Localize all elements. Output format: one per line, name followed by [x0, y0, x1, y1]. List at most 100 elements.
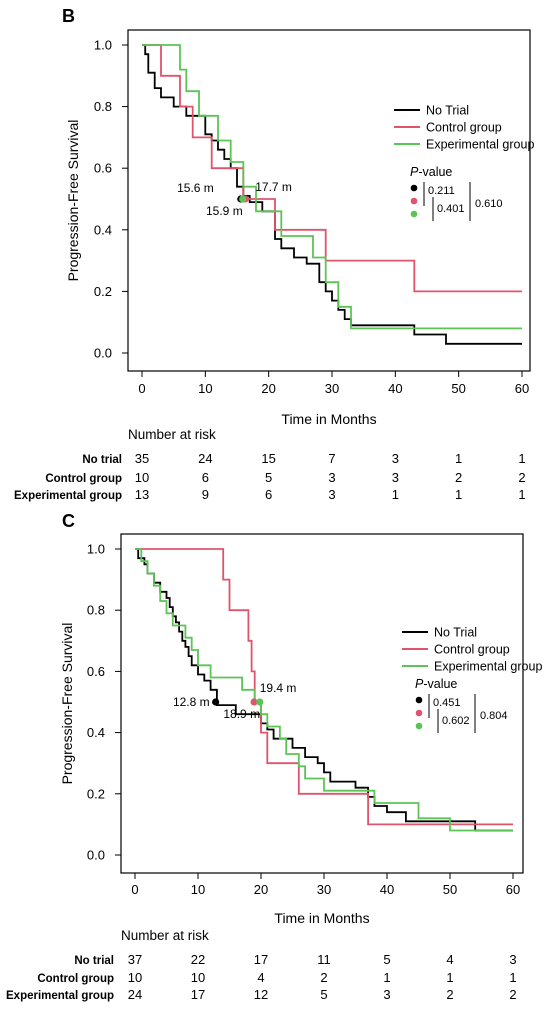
chart-c-x-tick-label: 40 [380, 882, 394, 897]
chart-b-pvalue-13: 0.610 [475, 198, 503, 210]
chart-c-pvalue-title-p: P [415, 677, 424, 691]
chart-b-median-label-2: 15.9 m [206, 204, 243, 218]
chart-c-risk-value: 11 [317, 952, 331, 967]
chart-b-median-label-1: 17.7 m [255, 180, 292, 194]
chart-c-x-tick-label: 0 [131, 882, 138, 897]
chart-b-y-tick-label: 0.6 [94, 161, 112, 176]
chart-c-median-label-2: 19.4 m [260, 681, 297, 695]
chart-b-risk-value: 5 [265, 470, 272, 485]
chart-c-pvalue-dot-0 [415, 696, 423, 704]
chart-c-x-tick-label: 10 [191, 882, 205, 897]
chart-b-risk-value: 9 [202, 487, 209, 502]
chart-b-pvalue-dot-0 [410, 184, 418, 192]
chart-b-series-line-1 [142, 44, 522, 293]
chart-b-legend-label-0: No Trial [426, 104, 469, 118]
chart-b-pvalue-dot-2 [410, 210, 418, 218]
chart-b-pvalue-23: 0.401 [437, 203, 465, 215]
chart-c-y-tick-label: 1.0 [87, 542, 105, 557]
chart-c-median-label-1: 18.9 m [223, 707, 260, 721]
chart-b-risk-value: 10 [135, 470, 149, 485]
chart-b-series-line-2 [142, 44, 522, 330]
chart-c-x-tick-label: 60 [506, 882, 520, 897]
chart-c-risk-value: 2 [320, 970, 327, 985]
chart-b-pvalue-title: P-value [410, 165, 452, 179]
chart-b-risk-value: 3 [328, 470, 335, 485]
chart-b-x-tick-label: 20 [261, 381, 275, 396]
chart-c-median-dot-1 [250, 698, 258, 706]
chart-c-risk-value: 17 [254, 952, 268, 967]
chart-c-risk-value: 3 [383, 987, 390, 1002]
chart-c-risk-value: 2 [509, 987, 516, 1002]
chart-c-x-tick-label: 50 [443, 882, 457, 897]
chart-c-risk-title: Number at risk [121, 928, 209, 943]
chart-b-risk-value: 1 [518, 451, 525, 466]
chart-b-risk-value: 7 [328, 451, 335, 466]
chart-c-pvalue-dot-1 [415, 709, 423, 717]
chart-b-pvalue-title-p: P [410, 165, 419, 179]
chart-b-risk-value: 35 [135, 451, 149, 466]
chart-c-risk-row-label-2: Experimental group [6, 990, 114, 1002]
chart-b-x-tick-label: 40 [388, 381, 402, 396]
chart-c-x-tick-label: 30 [317, 882, 331, 897]
chart-c-series-line-0 [135, 548, 513, 832]
chart-b-risk-value: 15 [261, 451, 275, 466]
chart-c-series-line-1 [135, 548, 513, 826]
chart-c-risk-value: 12 [254, 987, 268, 1002]
chart-c-risk-value: 24 [128, 987, 142, 1002]
chart-b-x-tick-label: 30 [325, 381, 339, 396]
chart-c-pvalue-dot-2 [415, 722, 423, 730]
chart-c-pvalue-title-rest: -value [423, 677, 457, 691]
chart-c-pvalue-23: 0.602 [442, 715, 470, 727]
chart-c-risk-value: 22 [191, 952, 205, 967]
chart-c-risk-value: 1 [509, 970, 516, 985]
chart-b-y-axis-label: Progression-Free Survival [65, 120, 81, 282]
chart-b-y-tick-label: 0.8 [94, 99, 112, 114]
chart-c-risk-value: 17 [191, 987, 205, 1002]
chart-b-risk-value: 6 [265, 487, 272, 502]
chart-b-risk-value: 3 [392, 451, 399, 466]
chart-c-y-tick-label: 0.2 [87, 786, 105, 801]
chart-b-risk-value: 1 [455, 451, 462, 466]
chart-b-risk-value: 2 [455, 470, 462, 485]
chart-c-x-tick-label: 20 [254, 882, 268, 897]
chart-b-x-tick-label: 60 [515, 381, 529, 396]
chart-b-risk-value: 1 [455, 487, 462, 502]
chart-b-risk-value: 2 [518, 470, 525, 485]
chart-b-pvalue-title-rest: -value [418, 165, 452, 179]
chart-b-risk-value: 1 [392, 487, 399, 502]
chart-b-risk-row-label-2: Experimental group [14, 490, 122, 502]
chart-b-x-tick-label: 10 [198, 381, 212, 396]
chart-b-y-tick-label: 1.0 [94, 38, 112, 53]
chart-b-risk-value: 24 [198, 451, 212, 466]
chart-c-legend-label-1: Control group [434, 643, 510, 657]
chart-b-risk-title: Number at risk [128, 427, 216, 442]
chart-b-risk-value: 6 [202, 470, 209, 485]
chart-b-x-axis-label: Time in Months [281, 411, 376, 427]
chart-c-y-tick-label: 0.6 [87, 664, 105, 679]
chart-c-risk-value: 4 [446, 952, 453, 967]
chart-b-median-dot-2 [239, 195, 247, 203]
chart-c-y-axis-label: Progression-Free Survival [59, 623, 75, 785]
chart-c-y-tick-label: 0.4 [87, 725, 105, 740]
chart-b-risk-value: 3 [392, 470, 399, 485]
chart-b-risk-row-label-1: Control group [45, 473, 122, 485]
chart-c-risk-value: 3 [509, 952, 516, 967]
chart-b-legend-label-2: Experimental group [426, 138, 534, 152]
chart-c-risk-value: 5 [383, 952, 390, 967]
chart-c-y-tick-label: 0.8 [87, 603, 105, 618]
chart-b-x-tick-label: 0 [138, 381, 145, 396]
chart-b-risk-value: 1 [518, 487, 525, 502]
chart-c-risk-value: 5 [320, 987, 327, 1002]
chart-c-risk-value: 1 [383, 970, 390, 985]
chart-c-legend-label-2: Experimental group [434, 660, 542, 674]
chart-b-risk-value: 13 [135, 487, 149, 502]
chart-c-risk-value: 10 [128, 970, 142, 985]
chart-c-pvalue-13: 0.804 [480, 710, 508, 722]
chart-c-legend-label-0: No Trial [434, 626, 477, 640]
chart-c-median-dot-0 [212, 698, 220, 706]
chart-b-y-tick-label: 0.4 [94, 222, 112, 237]
chart-c-x-axis-label: Time in Months [274, 910, 369, 926]
chart-c-plot-frame [120, 533, 524, 874]
chart-c-risk-value: 10 [191, 970, 205, 985]
